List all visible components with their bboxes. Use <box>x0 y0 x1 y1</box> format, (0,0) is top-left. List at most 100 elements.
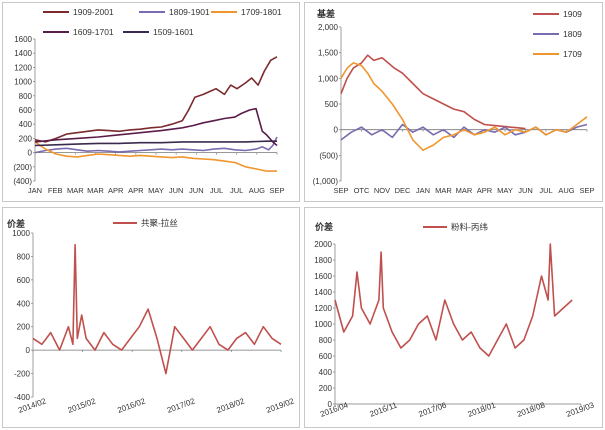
y-tick-label: (500) <box>319 151 338 160</box>
legend-label: 1509-1601 <box>153 27 194 37</box>
x-tick-label: 2019/03 <box>565 400 596 419</box>
y-tick-label: 200 <box>17 323 31 332</box>
x-tick-label: 2016/02 <box>116 396 147 415</box>
y-tick-label: 800 <box>19 92 33 101</box>
y-tick-label: (1,000) <box>313 177 339 186</box>
x-tick-label: APR <box>108 186 124 195</box>
legend-label: 1809 <box>563 29 582 39</box>
y-tick-label: 600 <box>319 352 333 361</box>
legend-label: 1609-1701 <box>73 27 114 37</box>
x-tick-label: SEP <box>269 186 284 195</box>
series-line-1709 <box>341 63 587 150</box>
x-tick-label: MAR <box>87 186 104 195</box>
y-tick-label: 1,000 <box>318 74 339 83</box>
x-tick-label: 2018/02 <box>215 396 246 415</box>
y-tick-label: (400) <box>13 177 32 186</box>
series-line-1909-2001 <box>35 57 277 142</box>
x-tick-label: JUL <box>539 186 552 195</box>
y-tick-label: 0 <box>334 126 339 135</box>
y-tick-label: 800 <box>319 336 333 345</box>
chart-svg: (400) (200) 0 200 400 600 800 1000 1200 1400 1600 J… <box>3 3 299 201</box>
legend-label: 共聚-拉丝 <box>141 218 178 228</box>
y-tick-label: 600 <box>17 276 31 285</box>
x-tick-label: OTC <box>354 186 370 195</box>
x-tick-label: APR <box>128 186 144 195</box>
y-tick-label: 2,000 <box>318 23 339 32</box>
series-line-1709-1801 <box>35 142 277 171</box>
x-tick-label: APR <box>477 186 493 195</box>
y-axis-title: 价差 <box>7 218 25 229</box>
x-tick-label: AUG <box>558 186 574 195</box>
series-line-1909 <box>341 55 526 128</box>
legend-label: 1909-2001 <box>73 7 114 17</box>
y-tick-label: (200) <box>13 163 32 172</box>
y-tick-label: -200 <box>14 370 31 379</box>
series-line-粉料-丙纬 <box>335 244 572 356</box>
x-tick-label: 2016/11 <box>368 400 398 418</box>
x-tick-label: NOV <box>374 186 390 195</box>
y-tick-label: 1600 <box>14 35 32 44</box>
y-tick-label: 200 <box>19 134 33 143</box>
y-axis-title: 价差 <box>315 221 333 232</box>
chart-svg: 0200400600800100012001400160018002000201… <box>305 208 602 427</box>
x-tick-label: 2016/04 <box>319 400 350 419</box>
series-line-共聚-拉丝 <box>33 245 281 374</box>
x-tick-label: JAN <box>416 186 430 195</box>
legend-label: 1709-1801 <box>241 7 282 17</box>
y-tick-label: 1400 <box>14 49 32 58</box>
chart-title: 基差 <box>316 8 335 19</box>
x-tick-label: 2017/02 <box>166 396 197 415</box>
x-tick-label: MAR <box>435 186 452 195</box>
y-tick-label: 500 <box>325 100 339 109</box>
legend-label: 粉料-丙纬 <box>451 222 488 232</box>
legend-label: 1709 <box>563 49 582 59</box>
x-tick-label: 2019/02 <box>265 396 296 415</box>
x-tick-label: DEC <box>395 186 411 195</box>
chart-panel-powder-fiber-spread: 0 200 400 600 800 1000 1200 1400 1600 1800 2000 201… <box>304 207 603 428</box>
chart-panel-basis: (1,000) (500) 0 500 1,000 1,500 2,000 SEP OTC NOV… <box>304 2 603 202</box>
y-tick-label: 1200 <box>14 63 32 72</box>
x-tick-label: JAN <box>28 186 42 195</box>
x-tick-label: MAY <box>148 186 164 195</box>
y-tick-label: 1,500 <box>318 49 339 58</box>
y-tick-label: 1000 <box>314 320 332 329</box>
x-tick-label: FEB <box>48 186 63 195</box>
y-tick-label: 1400 <box>314 288 332 297</box>
y-tick-label: 200 <box>319 384 333 393</box>
y-tick-label: 1600 <box>314 272 332 281</box>
y-tick-label: 1200 <box>314 304 332 313</box>
x-tick-label: 2017/06 <box>417 400 448 419</box>
y-tick-label: 400 <box>319 368 333 377</box>
chart-panel-copolymer-raffia-spread: -400 -200 0 200 400 600 800 1000 2014/02 2015/02 2… <box>2 207 300 428</box>
y-tick-label: 1000 <box>12 229 30 238</box>
y-tick-label: 800 <box>17 252 31 261</box>
x-tick-label: 2018/08 <box>516 400 547 419</box>
x-tick-label: MAR <box>456 186 473 195</box>
x-tick-label: JUN <box>189 186 204 195</box>
y-tick-label: 1800 <box>314 256 332 265</box>
x-tick-label: MAY <box>497 186 513 195</box>
x-tick-label: SEP <box>333 186 348 195</box>
y-tick-label: 400 <box>19 120 33 129</box>
x-tick-label: JUL <box>230 186 243 195</box>
x-tick-label: AUG <box>249 186 265 195</box>
chart-panel-calendar-spreads: (400) (200) 0 200 400 600 800 1000 1200 1400 1600 J… <box>2 2 300 202</box>
x-tick-label: SEP <box>579 186 594 195</box>
y-tick-label: 1000 <box>14 78 32 87</box>
legend-label: 1809-1901 <box>169 7 210 17</box>
x-tick-label: JUN <box>169 186 184 195</box>
legend-label: 1909 <box>563 9 582 19</box>
x-tick-label: MAR <box>67 186 84 195</box>
y-tick-label: 400 <box>17 299 31 308</box>
x-tick-label: 2018/01 <box>467 400 498 419</box>
x-tick-label: 2015/02 <box>67 396 98 415</box>
x-tick-label: JUN <box>518 186 533 195</box>
series-line-1509-1601 <box>35 141 277 145</box>
x-tick-label: JUL <box>210 186 223 195</box>
y-tick-label: -400 <box>14 393 31 402</box>
y-tick-label: 600 <box>19 106 33 115</box>
y-tick-label: 0 <box>26 346 31 355</box>
y-tick-label: 0 <box>28 149 33 158</box>
chart-svg: (1,000) (500) 0 500 1,000 1,500 2,000 SEP OTC NOV… <box>305 3 602 201</box>
